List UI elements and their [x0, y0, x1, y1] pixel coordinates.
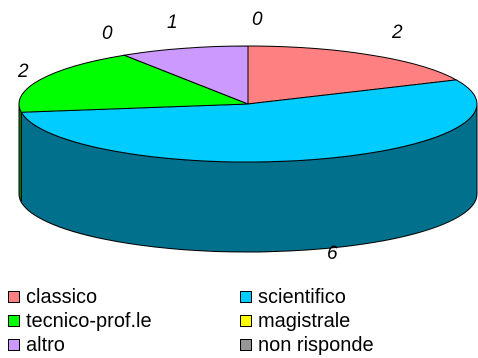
pie-slice-classico: [247, 45, 458, 105]
pie-slice-tecnico-prof-le: [18, 54, 249, 113]
legend-label-classico: classico: [26, 285, 98, 308]
data-label-altro: 1: [167, 12, 178, 33]
legend-item-altro: altro: [8, 334, 65, 356]
chart-legend: classico scientifico tecnico-prof.le mag…: [0, 284, 478, 358]
data-label-magistrale: 0: [102, 23, 113, 44]
pie-top-slices: [18, 45, 478, 163]
legend-item-non-risponde: non risponde: [240, 334, 374, 356]
legend-item-tecnico-prof: tecnico-prof.le: [8, 310, 152, 332]
pie-data-labels: 2 6 2 0 1 0: [17, 9, 403, 264]
legend-swatch-magistrale: [240, 315, 252, 327]
legend-swatch-non-risponde: [240, 339, 252, 351]
data-label-non-risponde: 0: [252, 9, 263, 30]
legend-swatch-scientifico: [240, 291, 252, 303]
legend-item-classico: classico: [8, 286, 97, 308]
legend-label-magistrale: magistrale: [258, 309, 351, 332]
data-label-tecnico-prof-le: 2: [17, 61, 29, 82]
legend-label-non-risponde: non risponde: [258, 333, 374, 356]
legend-swatch-classico: [8, 291, 20, 303]
legend-label-altro: altro: [26, 333, 65, 356]
pie-slice-scientifico: [20, 79, 478, 163]
legend-swatch-altro: [8, 339, 20, 351]
legend-item-scientifico: scientifico: [240, 286, 346, 308]
pie-slice-altro: [122, 45, 249, 105]
data-label-scientifico: 6: [327, 243, 338, 264]
legend-swatch-tecnico-prof: [8, 315, 20, 327]
data-label-classico: 2: [391, 22, 403, 43]
legend-label-tecnico-prof: tecnico-prof.le: [26, 309, 152, 332]
pie-side-tecnico-prof-le: [18, 103, 22, 205]
legend-label-scientifico: scientifico: [258, 285, 346, 308]
legend-item-magistrale: magistrale: [240, 310, 350, 332]
